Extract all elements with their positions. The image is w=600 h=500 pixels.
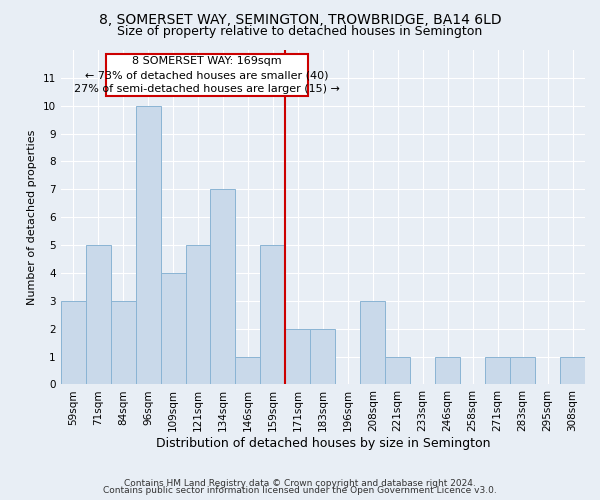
- Bar: [161, 273, 185, 384]
- Text: Contains HM Land Registry data © Crown copyright and database right 2024.: Contains HM Land Registry data © Crown c…: [124, 478, 476, 488]
- Bar: [106, 54, 308, 96]
- Text: 8 SOMERSET WAY: 169sqm
← 73% of detached houses are smaller (40)
27% of semi-det: 8 SOMERSET WAY: 169sqm ← 73% of detached…: [74, 56, 340, 94]
- Bar: [185, 245, 211, 384]
- Bar: [235, 356, 260, 384]
- Bar: [360, 301, 385, 384]
- Text: Contains public sector information licensed under the Open Government Licence v3: Contains public sector information licen…: [103, 486, 497, 495]
- Bar: [136, 106, 161, 384]
- Bar: [110, 301, 136, 384]
- Text: Size of property relative to detached houses in Semington: Size of property relative to detached ho…: [118, 25, 482, 38]
- Bar: [86, 245, 110, 384]
- Bar: [61, 301, 86, 384]
- Bar: [510, 356, 535, 384]
- Bar: [286, 328, 310, 384]
- X-axis label: Distribution of detached houses by size in Semington: Distribution of detached houses by size …: [155, 437, 490, 450]
- Bar: [211, 190, 235, 384]
- Y-axis label: Number of detached properties: Number of detached properties: [27, 130, 37, 305]
- Text: 8, SOMERSET WAY, SEMINGTON, TROWBRIDGE, BA14 6LD: 8, SOMERSET WAY, SEMINGTON, TROWBRIDGE, …: [98, 12, 502, 26]
- Bar: [385, 356, 410, 384]
- Bar: [310, 328, 335, 384]
- Bar: [485, 356, 510, 384]
- Bar: [560, 356, 585, 384]
- Bar: [435, 356, 460, 384]
- Bar: [260, 245, 286, 384]
